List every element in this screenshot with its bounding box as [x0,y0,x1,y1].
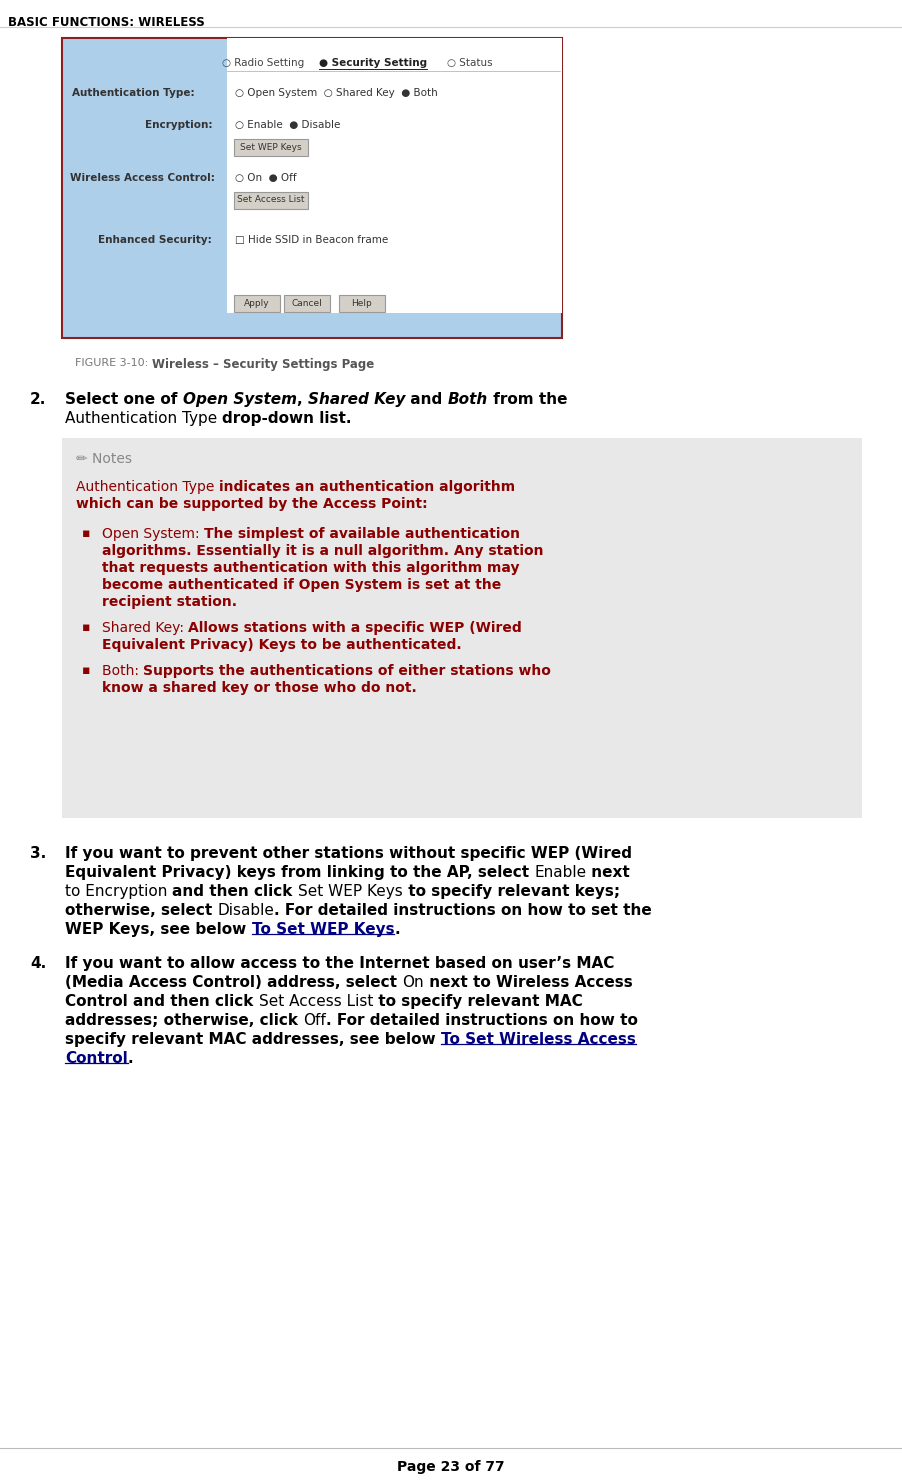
Text: If you want to prevent other stations without specific WEP (Wired: If you want to prevent other stations wi… [65,846,632,861]
Text: Help: Help [352,298,373,307]
FancyBboxPatch shape [234,139,308,156]
Text: BASIC FUNCTIONS: WIRELESS: BASIC FUNCTIONS: WIRELESS [8,16,205,30]
Text: Wireless – Security Settings Page: Wireless – Security Settings Page [152,359,374,370]
Text: Open System: Open System [182,393,297,408]
Text: and then click: and then click [172,883,298,900]
Text: The simplest of available authentication: The simplest of available authentication [204,528,520,541]
Text: Equivalent Privacy) keys from linking to the AP, select: Equivalent Privacy) keys from linking to… [65,865,534,880]
Text: addresses; otherwise, click: addresses; otherwise, click [65,1014,303,1029]
Text: ○ On  ● Off: ○ On ● Off [235,173,297,182]
Text: . For detailed instructions on how to: . For detailed instructions on how to [326,1014,638,1029]
Text: Authentication Type: Authentication Type [65,411,222,425]
Text: Apply: Apply [244,298,270,307]
Text: know a shared key or those who do not.: know a shared key or those who do not. [102,682,417,695]
Text: ○ Open System  ○ Shared Key  ● Both: ○ Open System ○ Shared Key ● Both [235,87,437,98]
Text: Set WEP Keys: Set WEP Keys [240,142,302,151]
Text: next: next [586,865,630,880]
Text: Page 23 of 77: Page 23 of 77 [397,1460,505,1475]
Text: . For detailed instructions on how to set the: . For detailed instructions on how to se… [274,903,652,917]
Text: Shared Key: Shared Key [308,393,405,408]
Text: To Set Wireless Access: To Set Wireless Access [441,1031,636,1046]
Text: specify relevant MAC addresses, see below: specify relevant MAC addresses, see belo… [65,1031,441,1046]
Text: ○ Status: ○ Status [447,58,492,68]
Text: next to Wireless Access: next to Wireless Access [424,975,632,990]
Text: FIGURE 3-10:: FIGURE 3-10: [75,359,152,368]
FancyBboxPatch shape [227,39,562,313]
Text: ✏ Notes: ✏ Notes [76,452,132,465]
Text: Supports the authentications of either stations who: Supports the authentications of either s… [143,664,551,677]
FancyBboxPatch shape [62,39,562,338]
FancyBboxPatch shape [234,193,308,209]
Text: ○ Radio Setting: ○ Radio Setting [222,58,304,68]
Text: Authentication Type: Authentication Type [76,480,219,494]
Text: .: . [128,1051,133,1066]
Text: □ Hide SSID in Beacon frame: □ Hide SSID in Beacon frame [235,236,388,245]
Text: ▪: ▪ [82,621,90,634]
Text: To Set WEP Keys: To Set WEP Keys [252,922,394,937]
Text: On: On [402,975,424,990]
Text: Disable: Disable [217,903,274,917]
Text: Control: Control [65,1051,128,1066]
Text: If you want to allow access to the Internet based on user’s MAC: If you want to allow access to the Inter… [65,956,614,971]
FancyBboxPatch shape [234,295,280,313]
Text: recipient station.: recipient station. [102,594,237,609]
Text: otherwise, select: otherwise, select [65,903,217,917]
Text: Select one of: Select one of [65,393,182,408]
Text: (Media Access Control) address, select: (Media Access Control) address, select [65,975,402,990]
Text: Encryption:: Encryption: [144,120,212,130]
FancyBboxPatch shape [339,295,385,313]
Text: Cancel: Cancel [291,298,322,307]
Text: Control: Control [65,994,133,1009]
Text: to specify relevant MAC: to specify relevant MAC [373,994,583,1009]
Text: Enable: Enable [534,865,586,880]
Text: from the: from the [488,393,567,408]
Text: .: . [394,922,400,937]
Text: 2.: 2. [30,393,46,408]
Text: Authentication Type:: Authentication Type: [72,87,195,98]
Text: Allows stations with a specific WEP (Wired: Allows stations with a specific WEP (Wir… [189,621,522,634]
Text: ▪: ▪ [82,664,90,677]
Text: ,: , [297,393,308,408]
Text: ▪: ▪ [82,528,90,539]
Text: which can be supported by the Access Point:: which can be supported by the Access Poi… [76,496,428,511]
Text: and then click: and then click [133,994,259,1009]
Text: Set WEP Keys: Set WEP Keys [298,883,402,900]
Text: become authenticated if Open System is set at the: become authenticated if Open System is s… [102,578,502,591]
Text: ● Security Setting: ● Security Setting [319,58,428,68]
Text: 3.: 3. [30,846,46,861]
Text: Shared Key:: Shared Key: [102,621,189,634]
Text: 4.: 4. [30,956,46,971]
Text: that requests authentication with this algorithm may: that requests authentication with this a… [102,562,520,575]
Text: algorithms. Essentially it is a null algorithm. Any station: algorithms. Essentially it is a null alg… [102,544,544,559]
Text: to Encryption: to Encryption [65,883,172,900]
Text: Off: Off [303,1014,326,1029]
Text: indicates an authentication algorithm: indicates an authentication algorithm [219,480,515,494]
Text: Equivalent Privacy) Keys to be authenticated.: Equivalent Privacy) Keys to be authentic… [102,637,462,652]
Text: and: and [405,393,447,408]
Text: Both: Both [447,393,488,408]
FancyBboxPatch shape [62,439,862,818]
Text: WEP Keys, see below: WEP Keys, see below [65,922,252,937]
Text: Both:: Both: [102,664,143,677]
Text: to specify relevant keys;: to specify relevant keys; [402,883,620,900]
Text: ○ Enable  ● Disable: ○ Enable ● Disable [235,120,340,130]
Text: drop-down list.: drop-down list. [222,411,352,425]
Text: Set Access List: Set Access List [237,196,305,205]
Text: Open System:: Open System: [102,528,204,541]
Text: Set Access List: Set Access List [259,994,373,1009]
FancyBboxPatch shape [284,295,330,313]
Text: Enhanced Security:: Enhanced Security: [98,236,212,245]
Text: Wireless Access Control:: Wireless Access Control: [70,173,215,182]
